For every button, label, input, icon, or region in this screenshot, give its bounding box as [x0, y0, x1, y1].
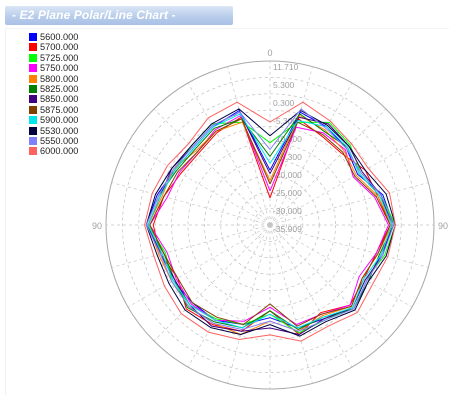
angle-tick-label: 0 [267, 48, 272, 58]
legend-item: 5850.000 [29, 94, 78, 104]
legend-swatch [29, 74, 37, 83]
series-line-5900.000 [147, 113, 393, 329]
legend-swatch [29, 105, 37, 114]
grid-ring [204, 159, 336, 291]
legend-swatch [29, 95, 37, 104]
chart-legend: 5600.000 5700.000 5725.000 5750.000 5800.000… [29, 32, 78, 157]
radial-tick-label: -5.300 [273, 116, 297, 126]
series-line-5550.000 [145, 108, 395, 332]
legend-item: 5900.000 [29, 115, 78, 125]
grid-ring [122, 77, 418, 373]
grid-spoke [269, 224, 313, 384]
series-line-6000.000 [144, 101, 396, 342]
legend-label: 5750.000 [40, 63, 79, 74]
polar-grid [105, 60, 435, 390]
grid-ring [253, 208, 287, 242]
grid-spoke [269, 66, 313, 226]
legend-swatch [29, 33, 37, 41]
chart-frame [5, 28, 449, 395]
legend-label: 5825.000 [40, 83, 79, 94]
legend-item: 5530.000 [29, 126, 78, 136]
chart-title: - E2 Plane Polar/Line Chart - [12, 8, 176, 22]
radial-tick-label: 0.300 [273, 98, 295, 108]
radial-tick-label: -30.000 [273, 206, 302, 216]
legend-swatch [29, 147, 37, 156]
legend-label: 5600.000 [40, 32, 79, 42]
radial-tick-label: 11.710 [273, 62, 299, 72]
angle-tick-label: 90 [92, 221, 102, 231]
legend-item: 5700.000 [29, 42, 78, 52]
chart-title-bar: - E2 Plane Polar/Line Chart - [5, 6, 233, 25]
radial-tick-label: -20.000 [273, 170, 302, 180]
legend-label: 5800.000 [40, 73, 79, 84]
legend-item: 5825.000 [29, 84, 78, 94]
legend-label: 5725.000 [40, 52, 79, 63]
radial-tick-label: -25.000 [273, 188, 302, 198]
legend-label: 6000.000 [40, 146, 79, 157]
radial-tick-label: -15.300 [273, 152, 302, 162]
series-line-5530.000 [145, 108, 396, 337]
grid-spoke [227, 66, 271, 226]
legend-item: 5725.000 [29, 53, 78, 63]
legend-swatch [29, 84, 37, 93]
legend-swatch [29, 136, 37, 145]
series-line-5750.000 [149, 115, 389, 325]
legend-item: 5600.000 [29, 32, 78, 42]
legend-label: 5700.000 [40, 42, 79, 53]
legend-swatch [29, 126, 37, 135]
legend-item: 6000.000 [29, 146, 78, 156]
legend-swatch [29, 116, 37, 125]
legend-swatch [29, 53, 37, 62]
legend-swatch [29, 43, 37, 52]
legend-label: 5530.000 [40, 125, 79, 136]
series-line-5875.000 [149, 118, 391, 327]
legend-item: 5550.000 [29, 136, 78, 146]
legend-item: 5800.000 [29, 74, 78, 84]
legend-label: 5900.000 [40, 115, 79, 126]
legend-label: 5850.000 [40, 94, 79, 105]
legend-swatch [29, 64, 37, 73]
legend-item: 5875.000 [29, 105, 78, 115]
radial-tick-label: 5.300 [273, 80, 295, 90]
angle-tick-label: 90 [438, 221, 448, 231]
legend-label: 5550.000 [40, 135, 79, 146]
grid-ring [138, 93, 402, 357]
legend-item: 5750.000 [29, 63, 78, 73]
radial-tick-label: -35.909 [273, 224, 302, 234]
legend-label: 5875.000 [40, 104, 79, 115]
grid-spoke [187, 224, 271, 368]
grid-spoke [127, 224, 271, 308]
